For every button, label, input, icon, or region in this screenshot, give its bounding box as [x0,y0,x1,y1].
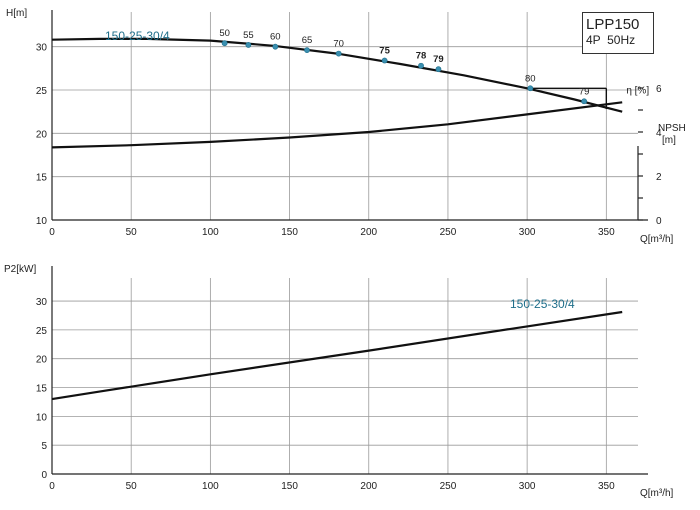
power-x-tick-label: 250 [440,481,457,492]
power-y-tick-label: 15 [36,384,48,395]
efficiency-point-label: 79 [579,86,590,97]
npsh-tick-label: 4 [656,128,662,139]
head-x-tick-label: 0 [49,227,55,238]
power-x-tick-label: 150 [281,481,298,492]
power-x-tick-label: 100 [202,481,219,492]
npsh-curve [51,101,623,149]
head-x-axis-label: Q[m³/h] [640,234,674,245]
npsh-tick-label: 6 [656,84,662,95]
model-name: LPP150 [586,16,640,33]
power-x-tick-label: 350 [598,481,615,492]
efficiency-point [272,43,279,50]
efficiency-point [304,47,310,54]
head-y-tick-label: 25 [36,86,48,97]
efficiency-point-label: 55 [243,30,254,41]
efficiency-point-label: 78 [416,51,427,62]
head-x-tick-label: 350 [598,227,615,238]
efficiency-point-label: 65 [302,35,313,46]
head-y-axis-label: H[m] [6,8,27,19]
curves-layer [51,37,623,401]
power-y-tick-label: 5 [41,441,47,452]
power-x-tick-label: 0 [49,481,55,492]
labels-layer: η [%] 50 55 60 65 70 75 78 79 80 79 150-25-30/4 150-… [105,28,649,311]
efficiency-point-label: 75 [379,46,390,57]
efficiency-point-label: 60 [270,32,281,43]
head-x-tick-label: 200 [360,227,377,238]
head-x-tick-label: 300 [519,227,536,238]
efficiency-point-label: 79 [433,54,444,65]
head-x-tick-label: 50 [126,227,138,238]
power-series-label: 150-25-30/4 [510,297,575,311]
efficiency-point [418,62,424,69]
head-x-tick-label: 150 [281,227,298,238]
npsh-tick-label: 2 [656,172,662,183]
efficiency-axis-label: η [%] [626,85,649,96]
head-y-tick-label: 30 [36,43,48,54]
efficiency-point [221,40,228,47]
power-x-tick-label: 200 [360,481,377,492]
power-x-tick-label: 300 [519,481,536,492]
power-x-axis-label: Q[m³/h] [640,488,674,499]
npsh-tick-label: 0 [656,216,662,227]
power-grid: 0 50 100 150 200 250 300 350 0 5 10 15 20 25 30 P2[kW] Q… [4,264,674,499]
head-y-tick-label: 15 [36,173,48,184]
power-x-tick-label: 50 [126,481,138,492]
efficiency-point [335,50,342,57]
efficiency-point-label: 70 [333,39,344,50]
efficiency-point [435,66,442,73]
npsh-axis-label-unit: [m] [662,135,676,146]
npsh-axis-label-name: NPSH [658,123,686,134]
head-x-tick-label: 100 [202,227,219,238]
efficiency-point [381,57,388,64]
power-y-tick-label: 10 [36,412,48,423]
head-curve [51,37,623,113]
efficiency-point-label: 50 [219,28,230,39]
power-y-tick-label: 25 [36,326,48,337]
model-title-box: LPP150 4P 50Hz [582,12,654,54]
power-y-axis-label: P2[kW] [4,264,36,275]
head-series-label: 150-25-30/4 [105,29,170,43]
head-y-tick-label: 10 [36,216,48,227]
model-spec: 4P 50Hz [586,33,636,47]
power-y-tick-label: 0 [41,470,47,481]
head-x-tick-label: 250 [440,227,457,238]
head-y-tick-label: 20 [36,129,48,140]
efficiency-point [581,98,588,105]
efficiency-point [245,42,252,48]
power-y-tick-label: 20 [36,355,48,366]
power-curve [51,310,623,401]
efficiency-point-label: 80 [525,73,536,84]
power-y-tick-label: 30 [36,297,48,308]
efficiency-point [527,85,534,92]
